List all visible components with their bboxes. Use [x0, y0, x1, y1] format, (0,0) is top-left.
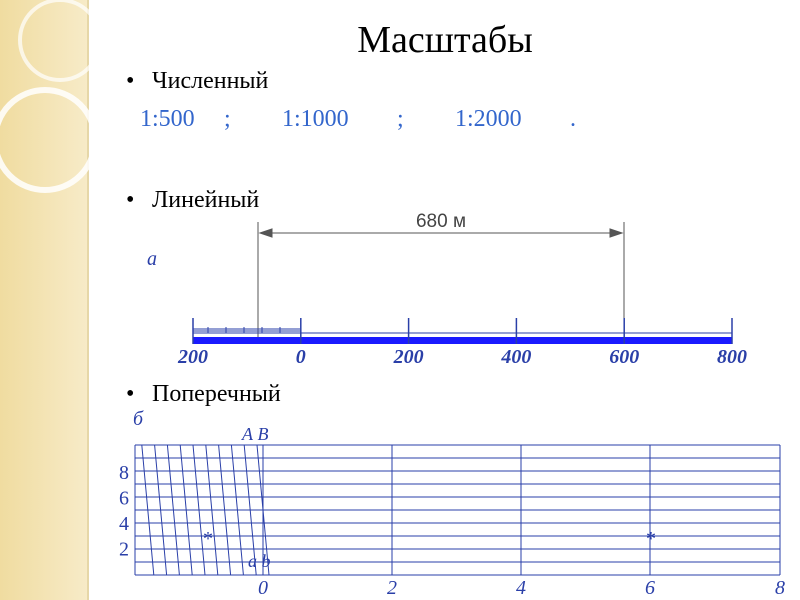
scale-label: 400	[500, 346, 531, 368]
numeric-scale: 1:500	[140, 106, 195, 132]
scale-bar	[193, 337, 732, 344]
transversal	[166, 444, 180, 576]
bottom-label: 8	[775, 577, 785, 599]
title: Масштабы	[357, 19, 533, 61]
bullet: •	[126, 187, 134, 213]
bottom-label: 6	[645, 577, 655, 599]
left-label: 8	[119, 462, 129, 484]
separator: ;	[224, 106, 231, 132]
transversal	[192, 444, 206, 576]
bottom-label: 4	[516, 577, 526, 599]
dimension-label: 680 м	[416, 211, 466, 232]
scale-label: 0	[296, 346, 306, 368]
mark: *	[646, 528, 656, 550]
numeric-scale: 1:1000	[282, 106, 349, 132]
transversal	[141, 444, 155, 576]
separator: ;	[397, 106, 404, 132]
mark: *	[203, 528, 213, 550]
subdivisions	[193, 327, 300, 333]
bullet-text: Линейный	[152, 187, 259, 213]
bullet-text: Численный	[152, 68, 269, 94]
bottom-label: 2	[387, 577, 397, 599]
left-label: 4	[119, 513, 129, 535]
bottom-label: 0	[258, 577, 268, 599]
scale-label: 800	[717, 346, 747, 368]
deco-circle	[18, 0, 102, 82]
scale-label: 200	[393, 346, 424, 368]
bullet-text: Поперечный	[152, 381, 281, 407]
left-label: 2	[119, 539, 129, 561]
transversal	[154, 444, 168, 576]
dimension	[257, 222, 625, 340]
numeric-scale: 1:2000	[455, 106, 522, 132]
transversal	[218, 444, 232, 576]
left-label: 6	[119, 488, 129, 510]
diagram-letter: б	[133, 408, 144, 430]
transversal	[230, 444, 244, 576]
transversal	[179, 444, 193, 576]
transversal	[243, 444, 257, 576]
deco-circle	[0, 87, 98, 193]
point-labels: А В	[241, 424, 269, 444]
bullet: •	[126, 381, 134, 407]
diagram-letter: а	[147, 248, 157, 270]
transversal	[205, 444, 219, 576]
scale-label: 600	[609, 346, 639, 368]
scale-label: 200	[177, 346, 208, 368]
point-labels: а b	[248, 551, 271, 571]
transversal	[256, 444, 270, 576]
separator: .	[570, 106, 576, 132]
bullet: •	[126, 68, 134, 94]
